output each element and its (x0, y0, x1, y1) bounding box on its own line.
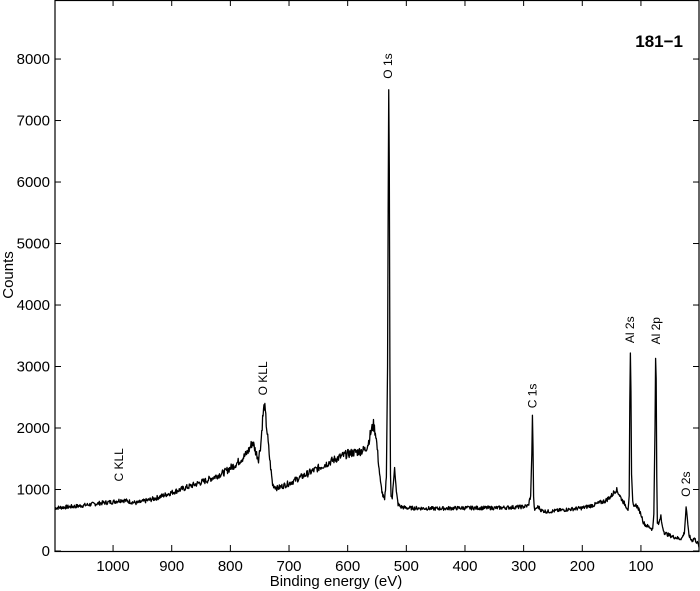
sample-label: 181−1 (635, 32, 683, 51)
plot-area (54, 0, 700, 553)
peak-annotations: C KLL O KLL O 1s C 1s Al 2s Al 2p O 2s (112, 53, 693, 497)
spectrum-line (54, 89, 700, 548)
x-tick-label: 500 (394, 558, 419, 575)
y-tick-label: 0 (42, 543, 50, 560)
peak-label: O KLL (256, 361, 270, 395)
y-tick-label: 1000 (17, 482, 50, 499)
x-tick-label: 200 (570, 558, 595, 575)
peak-label: C 1s (525, 384, 539, 409)
x-tick-label: 100 (628, 558, 653, 575)
x-tick-label: 1000 (96, 558, 129, 575)
x-tick-label: 400 (452, 558, 477, 575)
x-tick-label: 600 (335, 558, 360, 575)
y-tick-label: 2000 (17, 420, 50, 437)
spectrum-trace (54, 89, 700, 548)
y-tick-label: 4000 (17, 297, 50, 314)
y-axis-title: Counts (0, 251, 17, 299)
peak-label: C KLL (112, 448, 126, 482)
x-tick-label: 700 (277, 558, 302, 575)
x-axis-title: Binding energy (eV) (270, 573, 403, 590)
y-tick-label: 5000 (17, 236, 50, 253)
x-tick-label: 800 (218, 558, 243, 575)
x-tick-label: 900 (159, 558, 184, 575)
peak-label: Al 2p (649, 317, 663, 345)
peak-label: O 2s (679, 472, 693, 497)
x-tick-label: 300 (511, 558, 536, 575)
peak-label: Al 2s (623, 316, 637, 343)
y-axis: 0 1000 2000 3000 4000 5000 6000 7000 8000 (17, 51, 699, 560)
plot-frame (54, 0, 700, 553)
x-axis: 1000 900 800 700 600 500 400 300 200 100 (96, 0, 653, 575)
y-tick-label: 8000 (17, 51, 50, 68)
peak-label: O 1s (381, 53, 395, 78)
y-tick-label: 7000 (17, 113, 50, 130)
y-tick-label: 3000 (17, 359, 50, 376)
y-tick-label: 6000 (17, 174, 50, 191)
